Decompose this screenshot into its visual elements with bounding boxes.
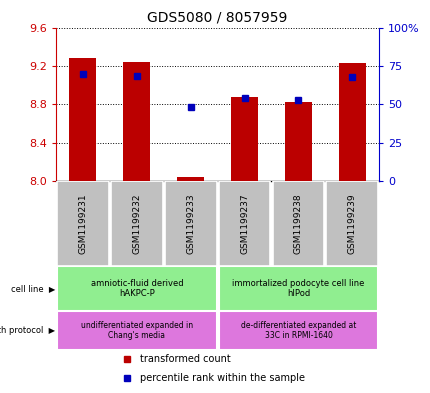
Bar xyxy=(57,182,109,266)
Text: GSM1199231: GSM1199231 xyxy=(78,193,87,254)
Text: percentile rank within the sample: percentile rank within the sample xyxy=(140,373,304,383)
Bar xyxy=(230,97,258,182)
Text: amniotic-fluid derived
hAKPC-P: amniotic-fluid derived hAKPC-P xyxy=(90,279,183,298)
Bar xyxy=(338,63,365,182)
Text: undifferentiated expanded in
Chang's media: undifferentiated expanded in Chang's med… xyxy=(80,321,193,340)
Bar xyxy=(218,266,378,310)
Title: GDS5080 / 8057959: GDS5080 / 8057959 xyxy=(147,11,287,25)
Bar xyxy=(69,58,96,182)
Bar xyxy=(284,102,311,182)
Text: de-differentiated expanded at
33C in RPMI-1640: de-differentiated expanded at 33C in RPM… xyxy=(240,321,355,340)
Text: growth protocol  ▶: growth protocol ▶ xyxy=(0,326,55,335)
Bar xyxy=(272,182,324,266)
Text: immortalized podocyte cell line
hIPod: immortalized podocyte cell line hIPod xyxy=(232,279,364,298)
Text: GSM1199232: GSM1199232 xyxy=(132,193,141,254)
Bar xyxy=(326,182,378,266)
Text: cell line  ▶: cell line ▶ xyxy=(11,284,55,293)
Text: GSM1199239: GSM1199239 xyxy=(347,193,356,254)
Bar xyxy=(111,182,163,266)
Text: GSM1199237: GSM1199237 xyxy=(240,193,249,254)
Text: GSM1199233: GSM1199233 xyxy=(186,193,195,254)
Text: GSM1199238: GSM1199238 xyxy=(293,193,302,254)
Bar xyxy=(57,310,216,351)
Bar xyxy=(57,266,216,310)
Bar xyxy=(218,182,270,266)
Bar xyxy=(165,182,216,266)
Bar xyxy=(177,177,204,182)
Bar xyxy=(218,310,378,351)
Text: transformed count: transformed count xyxy=(140,354,230,364)
Bar xyxy=(123,62,150,182)
